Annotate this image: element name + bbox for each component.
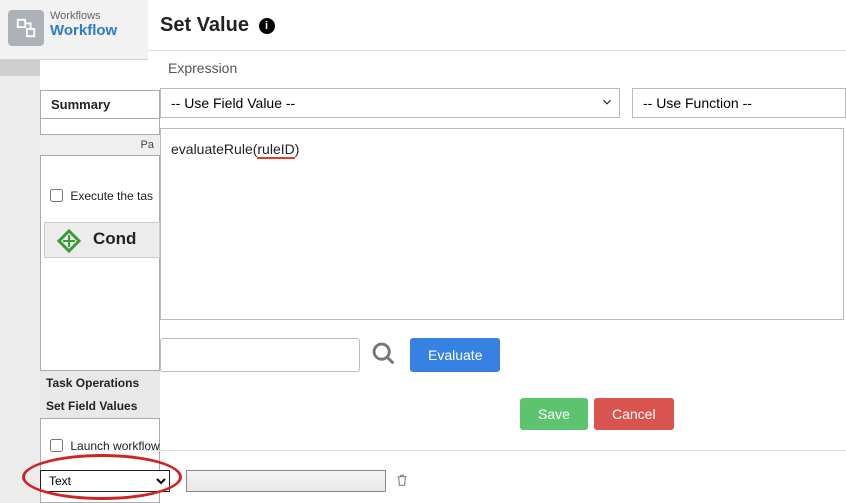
breadcrumb-parent[interactable]: Workflows <box>50 10 101 22</box>
launch-workflow-checkbox[interactable] <box>50 439 63 452</box>
evaluate-button[interactable]: Evaluate <box>410 338 500 372</box>
tab-summary[interactable]: Summary <box>41 91 159 119</box>
trash-icon[interactable] <box>394 472 410 491</box>
launch-workflow-label: Launch workflow <box>70 439 159 453</box>
modal-divider <box>148 50 846 51</box>
tab-set-field-values[interactable]: Set Field Values <box>40 394 160 419</box>
save-button[interactable]: Save <box>520 398 588 430</box>
conditions-section[interactable]: Cond <box>44 222 160 258</box>
execute-checkbox-row: Execute the tas <box>46 186 153 205</box>
paging-text: Pa <box>141 139 154 151</box>
breadcrumb: Workflows Workflow <box>50 10 117 39</box>
conditions-diamond-icon <box>57 229 81 256</box>
search-input[interactable] <box>160 338 360 372</box>
modal-title: Set Value <box>160 14 249 37</box>
left-gutter-sep <box>0 60 40 76</box>
breadcrumb-current[interactable]: Workflow <box>50 22 117 39</box>
cancel-button[interactable]: Cancel <box>594 398 674 430</box>
use-field-value-select[interactable]: -- Use Field Value -- <box>160 88 620 118</box>
launch-workflow-row: Launch workflow <box>46 436 160 455</box>
tab-task-operations[interactable]: Task Operations <box>40 370 160 396</box>
execute-checkbox-label: Execute the tas <box>70 189 153 203</box>
field-value-input[interactable] <box>186 470 386 492</box>
expr-text-prefix: evaluateRule( <box>171 141 257 157</box>
info-icon[interactable]: i <box>259 18 275 34</box>
workflow-app-icon <box>8 10 44 46</box>
search-icon[interactable] <box>370 340 400 370</box>
header-left: Workflows Workflow <box>0 0 148 60</box>
field-type-select[interactable]: Text <box>40 470 170 492</box>
expr-text-suffix: ) <box>295 141 300 157</box>
expression-label: Expression <box>168 60 237 76</box>
execute-checkbox[interactable] <box>50 189 63 202</box>
paging-bar: Pa <box>40 134 160 156</box>
use-function-select[interactable]: -- Use Function -- <box>632 88 846 118</box>
conditions-label: Cond <box>93 229 136 249</box>
left-gutter <box>0 60 40 503</box>
expression-textarea[interactable]: evaluateRule(ruleID) <box>160 128 844 320</box>
modal-bottom-divider <box>148 450 846 451</box>
modal-title-row: Set Value i <box>160 14 846 50</box>
expr-text-underlined: ruleID <box>257 141 294 159</box>
